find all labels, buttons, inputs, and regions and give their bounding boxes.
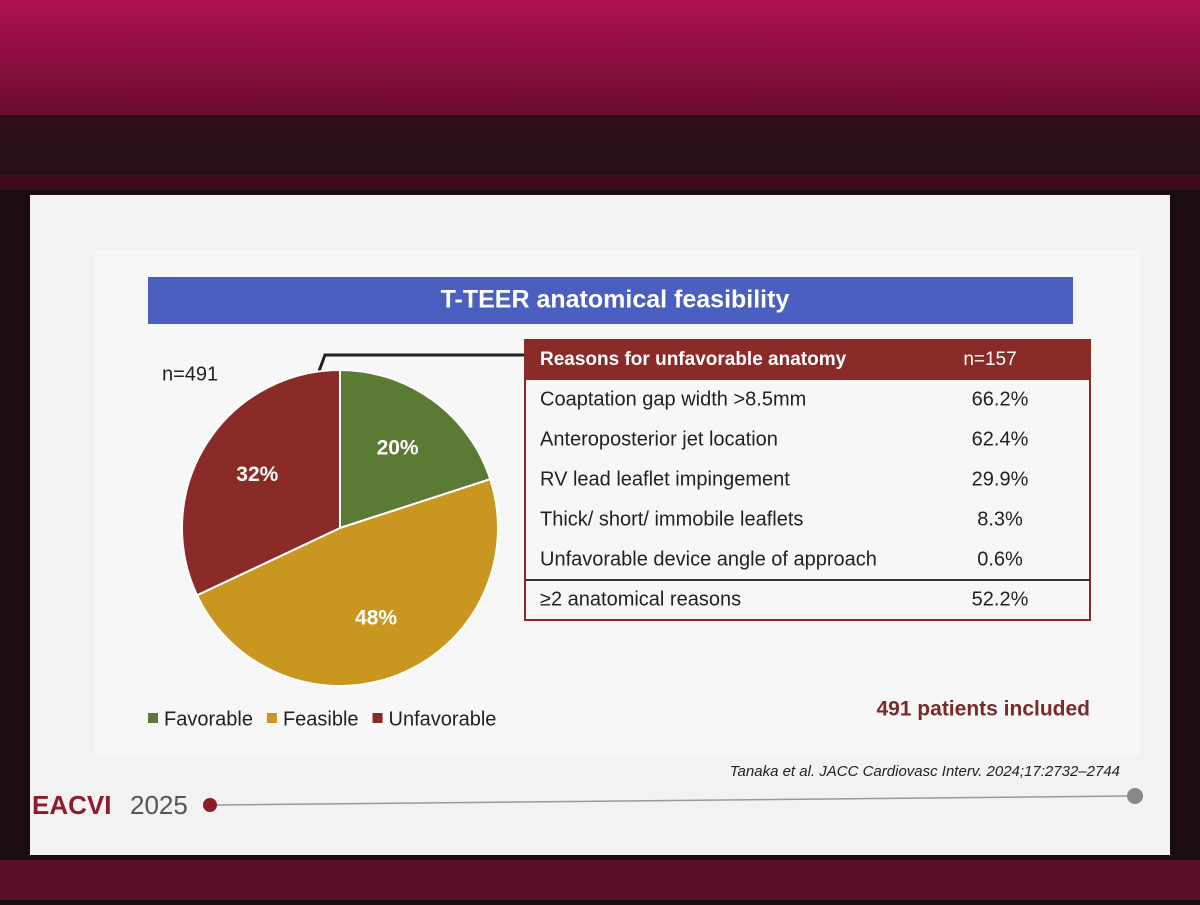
slice-label: 20% (377, 436, 419, 459)
table-cell: ≥2 anatomical reasons (540, 588, 741, 610)
note: 491 patients included (876, 698, 1090, 721)
table-cell: Unfavorable device angle of approach (540, 548, 877, 570)
legend-swatch (372, 713, 383, 723)
pie-slice (339, 368, 492, 530)
table-cell: 66.2% (972, 388, 1029, 410)
timeline-dot (203, 798, 217, 812)
table-cell: 62.4% (972, 428, 1029, 450)
slice-label: 48% (355, 607, 397, 630)
year: 2025 (130, 790, 188, 820)
slide-title: T-TEER anatomical feasibility (441, 286, 790, 314)
table-cell: 29.9% (972, 468, 1029, 490)
table-cell: 0.6% (977, 548, 1023, 570)
table-cell: Thick/ short/ immobile leaflets (540, 508, 803, 530)
table-header: Reasons for unfavorable anatomy (540, 349, 847, 370)
slice-label: 32% (236, 463, 278, 486)
legend-label: Favorable (164, 708, 253, 730)
legend-label: Feasible (283, 708, 359, 730)
brand: EACVI (32, 790, 111, 820)
floor-light (0, 860, 1200, 900)
table-cell: Anteroposterior jet location (540, 428, 778, 450)
title-bar (148, 277, 1073, 324)
citation: Tanaka et al. JACC Cardiovasc Interv. 20… (730, 763, 1120, 780)
timeline-end (1127, 788, 1143, 804)
table-cell: Coaptation gap width >8.5mm (540, 388, 806, 410)
table-cell: 52.2% (972, 588, 1029, 610)
table-header-bg (525, 340, 1090, 380)
pie-slice (195, 477, 499, 687)
legend-swatch (266, 713, 277, 723)
table-border (524, 339, 1091, 621)
table-header: n=157 (963, 349, 1016, 370)
timeline (216, 795, 1131, 806)
legend-swatch (148, 713, 158, 723)
table-cell: RV lead leaflet impingement (540, 468, 790, 490)
legend-label: Unfavorable (389, 708, 497, 730)
truss (0, 115, 1200, 175)
pie-slice (181, 368, 341, 597)
annotation: n=491 (162, 363, 218, 385)
table-cell: 8.3% (977, 508, 1023, 530)
